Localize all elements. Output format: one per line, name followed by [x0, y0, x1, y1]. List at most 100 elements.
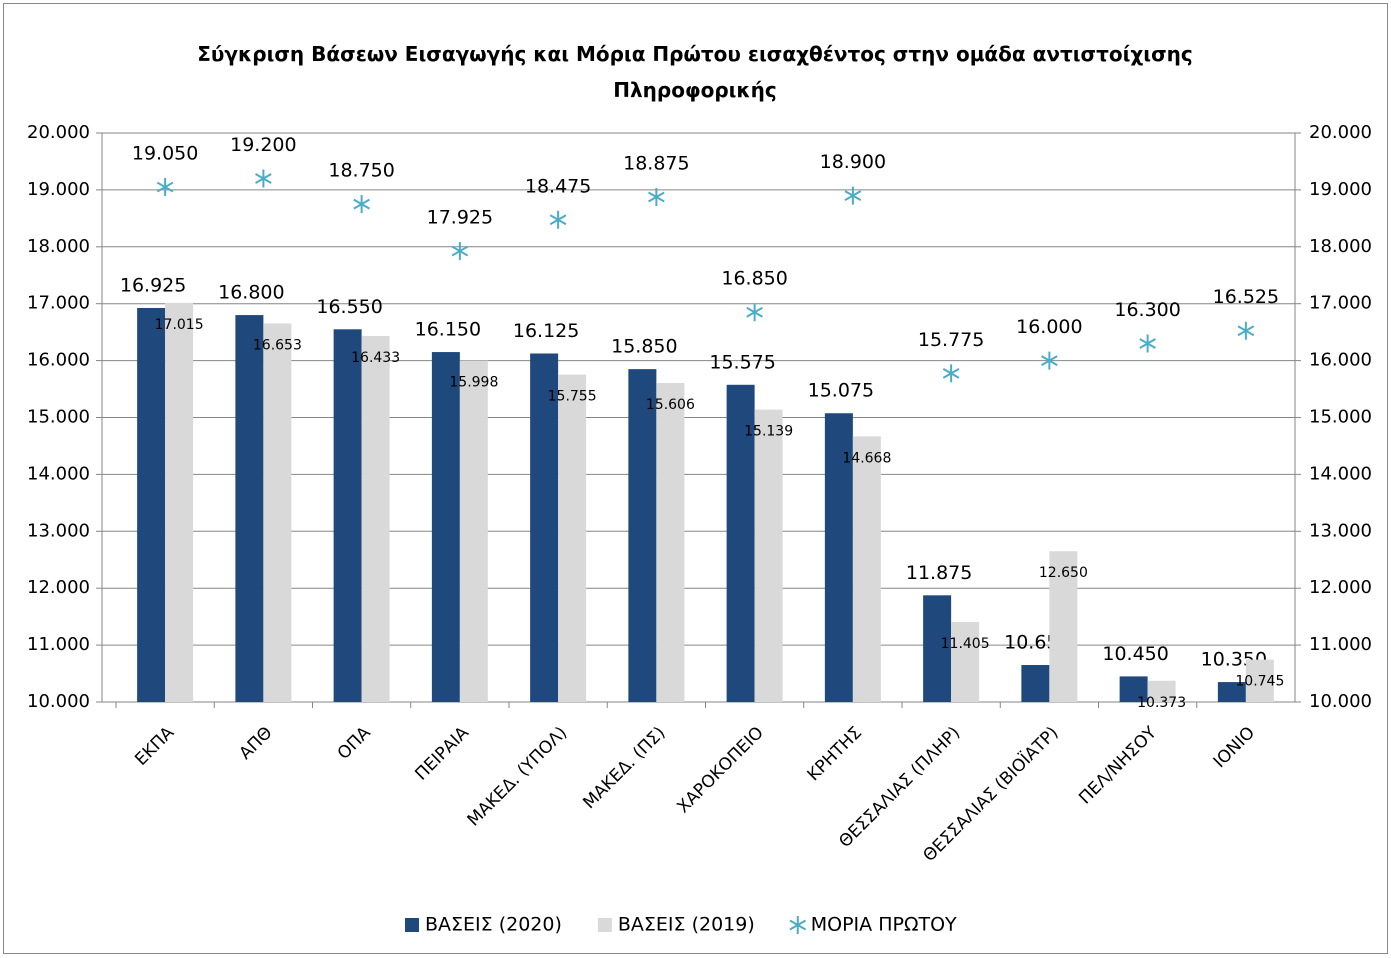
y-tick-label: 15.000 — [27, 407, 90, 428]
value-label: 16.300 — [1114, 299, 1180, 321]
value-label: 18.900 — [820, 151, 886, 173]
star-marker — [353, 195, 370, 214]
bar — [1119, 676, 1148, 702]
star-marker — [1139, 334, 1156, 353]
bar — [628, 369, 657, 702]
bar — [852, 436, 881, 702]
bar — [558, 374, 587, 702]
bar — [1217, 682, 1246, 702]
value-label: 16.550 — [316, 296, 382, 318]
legend-swatch — [405, 918, 419, 932]
y2-tick-label: 11.000 — [1309, 634, 1372, 655]
legend-label: ΒΑΣΕΙΣ (2019) — [618, 914, 755, 936]
value-label: 16.433 — [351, 350, 400, 366]
value-label: 15.575 — [709, 351, 775, 373]
chart-border — [3, 3, 1388, 954]
y-tick-label: 19.000 — [27, 179, 90, 200]
value-label: 16.800 — [218, 282, 284, 304]
value-label: 16.925 — [120, 274, 186, 296]
y2-tick-label: 10.000 — [1309, 691, 1372, 712]
bar — [137, 307, 166, 702]
bar — [459, 360, 488, 702]
value-label: 16.850 — [721, 268, 787, 290]
bar — [361, 335, 390, 702]
star-marker — [451, 242, 469, 261]
star-marker — [156, 178, 174, 197]
bar — [754, 409, 783, 702]
y-tick-label: 11.000 — [27, 634, 90, 655]
star-marker — [255, 169, 272, 188]
y2-tick-label: 13.000 — [1309, 520, 1372, 541]
value-label: 15.775 — [918, 329, 984, 351]
value-label: 19.200 — [230, 134, 296, 156]
value-label: 12.650 — [1039, 565, 1088, 581]
y2-tick-label: 19.000 — [1309, 179, 1372, 200]
y-tick-label: 12.000 — [27, 577, 90, 598]
y-tick-label: 18.000 — [27, 236, 90, 257]
value-label: 15.998 — [449, 375, 498, 391]
value-label: 15.755 — [548, 389, 597, 405]
value-label: 15.139 — [744, 424, 793, 440]
value-label: 15.850 — [611, 336, 677, 358]
value-label: 18.750 — [328, 160, 394, 182]
bar — [656, 383, 685, 702]
star-marker — [1041, 351, 1058, 370]
value-label: 16.525 — [1213, 286, 1279, 308]
star-marker — [648, 188, 665, 207]
bar — [333, 329, 362, 702]
y2-tick-label: 12.000 — [1309, 577, 1372, 598]
y-tick-label: 17.000 — [27, 293, 90, 314]
bar — [1021, 665, 1050, 702]
value-label: 18.875 — [623, 153, 689, 175]
bar — [1147, 680, 1176, 702]
value-label: 18.475 — [525, 175, 591, 197]
y-tick-label: 20.000 — [27, 122, 90, 143]
value-label: 15.606 — [646, 397, 695, 413]
bar — [431, 352, 460, 702]
value-label: 14.668 — [842, 450, 891, 466]
star-marker — [942, 364, 960, 383]
value-label: 16.150 — [415, 319, 481, 341]
y-tick-label: 16.000 — [27, 350, 90, 371]
y2-tick-label: 14.000 — [1309, 463, 1372, 484]
legend-label: ΜΟΡΙΑ ΠΡΩΤΟΥ — [811, 914, 957, 936]
value-label: 11.875 — [906, 562, 972, 584]
value-label: 16.125 — [513, 320, 579, 342]
star-marker — [844, 186, 862, 205]
y-tick-label: 14.000 — [27, 463, 90, 484]
legend-swatch — [789, 916, 807, 934]
value-label: 16.653 — [253, 337, 302, 353]
value-label: 10.373 — [1137, 695, 1186, 711]
chart-title: Σύγκριση Βάσεων Εισαγωγής και Μόρια Πρώτ… — [197, 42, 1193, 102]
star-marker — [1237, 321, 1255, 340]
value-label: 11.405 — [941, 636, 990, 652]
y2-tick-label: 20.000 — [1309, 122, 1372, 143]
value-label: 19.050 — [132, 143, 198, 165]
bar — [165, 302, 194, 702]
star-marker — [746, 303, 763, 322]
y-tick-label: 13.000 — [27, 520, 90, 541]
value-label: 16.000 — [1016, 316, 1082, 338]
y2-tick-label: 15.000 — [1309, 407, 1372, 428]
value-label: 10.450 — [1102, 643, 1168, 665]
bar — [1049, 551, 1078, 702]
bar — [235, 315, 264, 702]
bar — [923, 595, 952, 702]
legend-swatch — [597, 918, 612, 932]
y2-tick-label: 18.000 — [1309, 236, 1372, 257]
bar — [824, 413, 853, 702]
value-label: 15.075 — [808, 380, 874, 402]
bar — [726, 384, 755, 702]
value-label: 17.925 — [427, 207, 493, 229]
star-marker — [549, 210, 567, 229]
bar — [263, 323, 292, 702]
legend-label: ΒΑΣΕΙΣ (2020) — [425, 914, 562, 936]
y2-tick-label: 16.000 — [1309, 350, 1372, 371]
bar — [951, 622, 980, 702]
value-label: 17.015 — [155, 317, 204, 333]
y-tick-label: 10.000 — [27, 691, 90, 712]
y2-tick-label: 17.000 — [1309, 293, 1372, 314]
bar — [1245, 659, 1274, 702]
